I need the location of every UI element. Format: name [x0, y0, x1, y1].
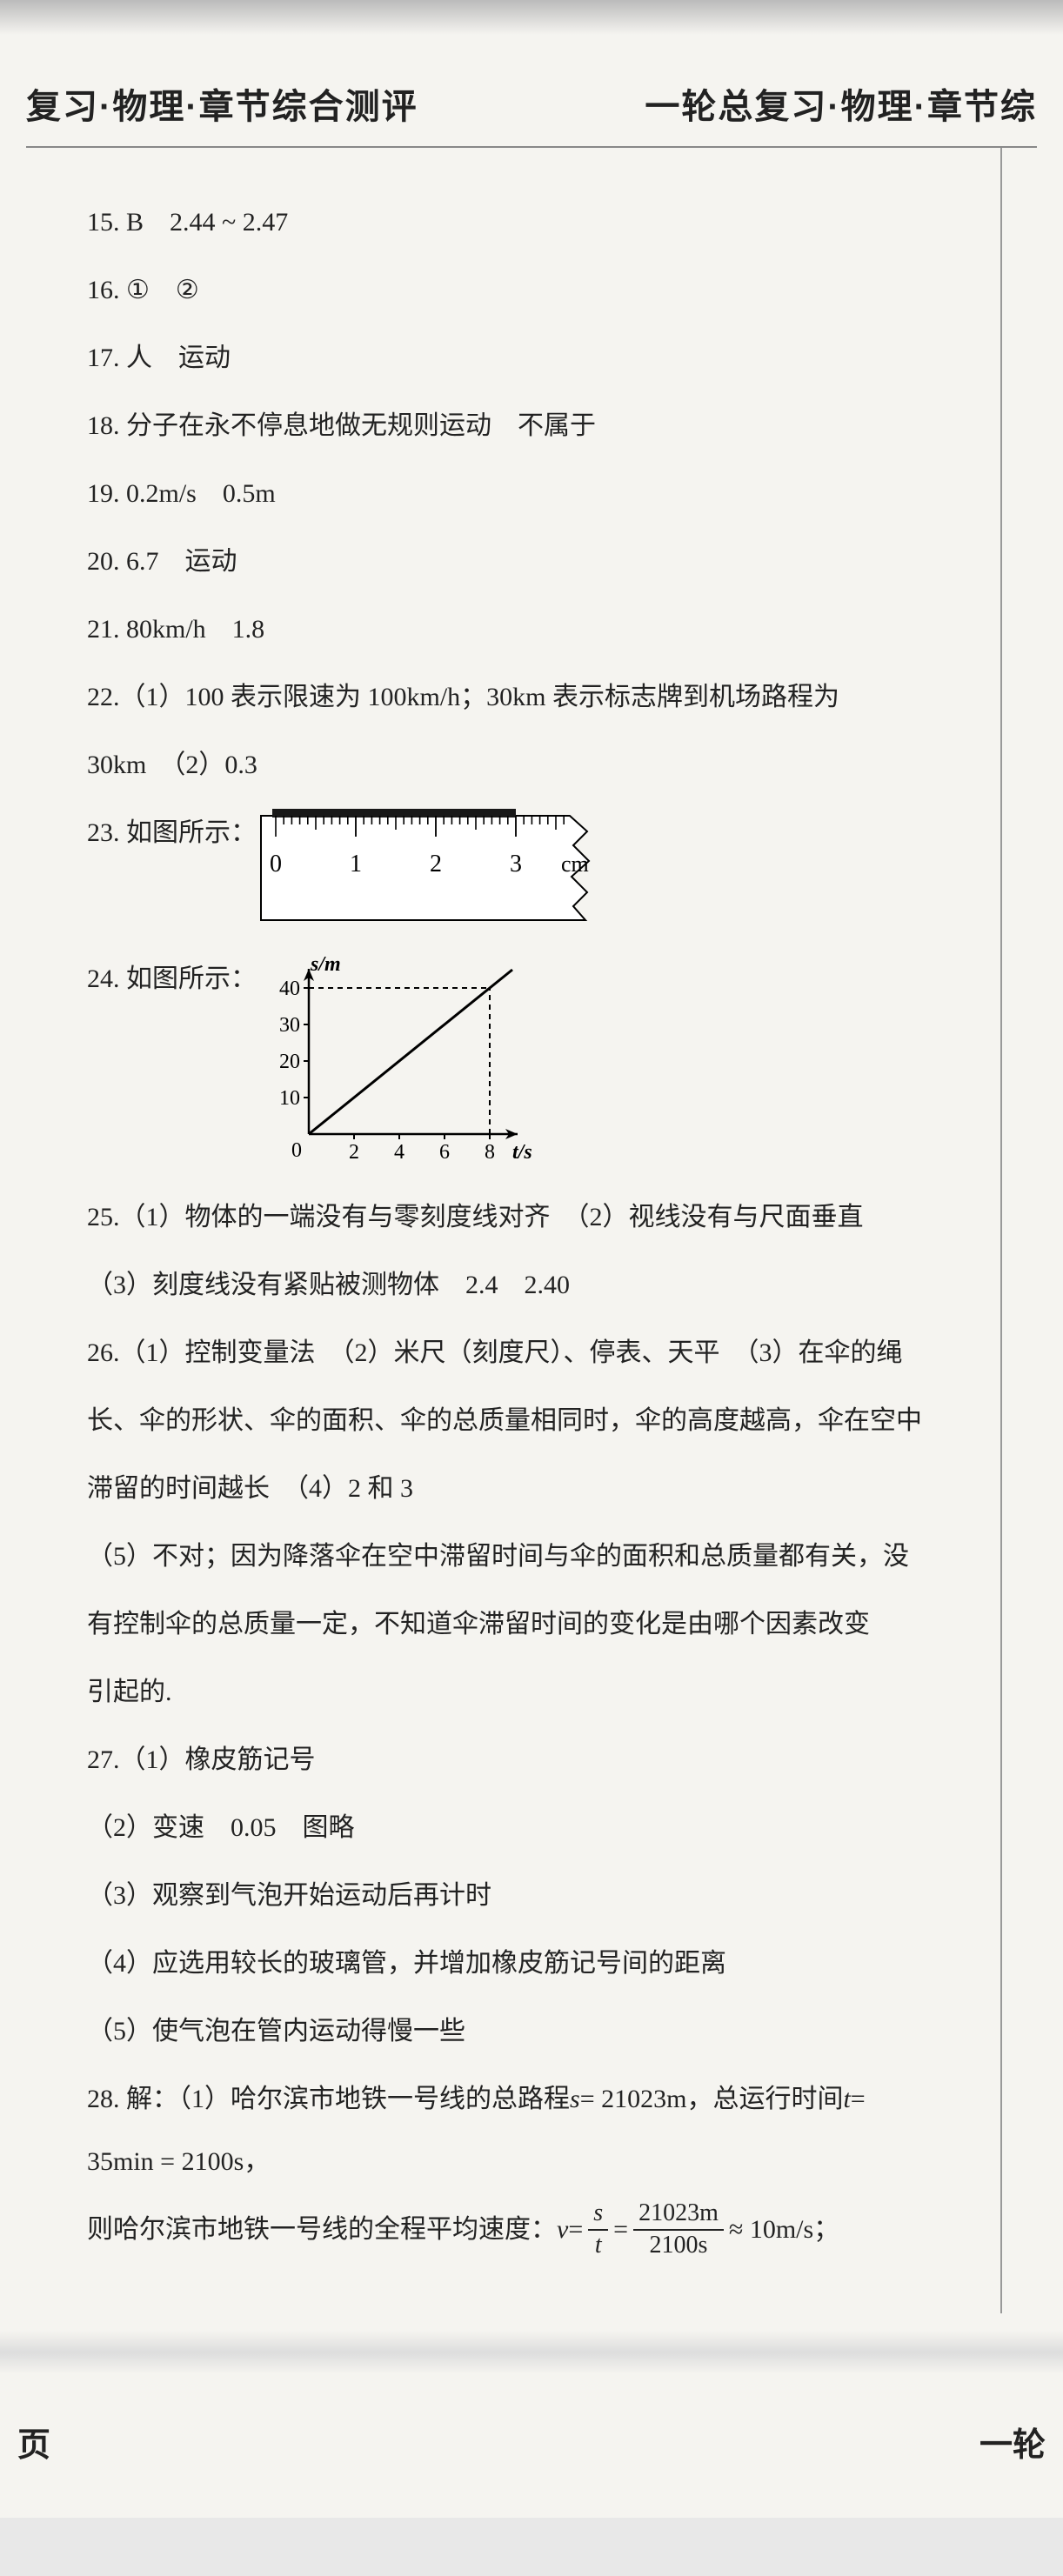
answer-21: 21. 80km/h 1.8: [87, 598, 993, 661]
q28c-frac1: s t: [588, 2200, 608, 2259]
q28c-text-after: ≈ 10m/s；: [729, 2199, 839, 2261]
q28c-frac2: 21023m 2100s: [633, 2200, 724, 2259]
page-header: 复习·物理·章节综合测评 一轮总复习·物理·章节综: [26, 35, 1037, 148]
answer-28-line3: 则哈尔滨市地铁一号线的全程平均速度： v = s t = 21023m 2100…: [87, 2199, 993, 2261]
answer-27-line1: 27.（1）橡皮筋记号: [87, 1729, 993, 1792]
answer-24-label: 24. 如图所示：: [87, 948, 257, 1011]
answer-22-line2: 30km （2）0.3: [87, 734, 993, 797]
answer-18: 18. 分子在永不停息地做无规则运动 不属于: [87, 395, 993, 457]
page: 复习·物理·章节综合测评 一轮总复习·物理·章节综 15. B 2.44 ~ 2…: [0, 0, 1063, 2518]
answer-26-line2: 长、伞的形状、伞的面积、伞的总质量相同时，伞的高度越高，伞在空中: [87, 1390, 993, 1452]
q28a-var-t: t: [843, 2068, 850, 2131]
svg-text:t/s: t/s: [512, 1141, 532, 1164]
svg-text:2: 2: [349, 1141, 359, 1164]
svg-text:1: 1: [350, 851, 362, 878]
separator-gradient: [0, 2331, 1063, 2374]
q28c-text-before: 则哈尔滨市地铁一号线的全程平均速度：: [87, 2199, 557, 2261]
q28c-frac2-den: 2100s: [645, 2231, 713, 2259]
answer-28-line1: 28. 解：（1）哈尔滨市地铁一号线的总路程 s = 21023m，总运行时间 …: [87, 2068, 993, 2131]
svg-text:8: 8: [485, 1141, 495, 1164]
answer-23-row: 23. 如图所示： 0 1 2 3 cm: [87, 802, 993, 939]
answer-15: 15. B 2.44 ~ 2.47: [87, 191, 993, 254]
svg-text:6: 6: [439, 1141, 450, 1164]
answer-26-line6: 引起的.: [87, 1661, 993, 1724]
answer-27-line3: （3）观察到气泡开始运动后再计时: [87, 1865, 993, 1927]
footer-right: 一轮: [979, 2418, 1046, 2466]
svg-text:cm: cm: [561, 851, 589, 877]
q28a-text-after: =: [851, 2068, 866, 2131]
q28c-eq1: =: [568, 2199, 583, 2261]
answer-26-line5: 有控制伞的总质量一定，不知道伞滞留时间的变化是由哪个因素改变: [87, 1593, 993, 1656]
answer-27-line2: （2）变速 0.05 图略: [87, 1797, 993, 1859]
answer-17: 17. 人 运动: [87, 327, 993, 390]
svg-text:2: 2: [430, 851, 442, 878]
q28a-text-before: 28. 解：（1）哈尔滨市地铁一号线的总路程: [87, 2068, 570, 2131]
footer-left: 页: [17, 2418, 50, 2466]
q28c-frac1-num: s: [588, 2200, 608, 2231]
answer-28-line2: 35min = 2100s，: [87, 2131, 993, 2193]
svg-text:0: 0: [270, 851, 282, 878]
q28c-var-v: v: [557, 2199, 568, 2261]
q28a-var-s: s: [570, 2068, 580, 2131]
q28c-frac1-den: t: [590, 2231, 607, 2259]
content-area: 15. B 2.44 ~ 2.47 16. ① ② 17. 人 运动 18. 分…: [0, 148, 1063, 2313]
header-right-title: 一轮总复习·物理·章节综: [645, 78, 1037, 129]
answer-20: 20. 6.7 运动: [87, 531, 993, 593]
answer-26-line1: 26.（1）控制变量法 （2）米尺（刻度尺）、停表、天平 （3）在伞的绳: [87, 1322, 993, 1385]
top-gradient: [0, 0, 1063, 35]
answer-26-line3: 滞留的时间越长 （4）2 和 3: [87, 1458, 993, 1520]
q28a-text-mid: = 21023m，总运行时间: [580, 2068, 844, 2131]
answer-25-line2: （3）刻度线没有紧贴被测物体 2.4 2.40: [87, 1254, 993, 1317]
page-footer: 页 一轮: [0, 2392, 1063, 2518]
st-chart-figure: 10 20 30 40 2 4 6 8 0 s/m t/s: [257, 951, 552, 1178]
svg-text:30: 30: [279, 1014, 300, 1037]
svg-text:s/m: s/m: [310, 953, 341, 976]
right-border: [1000, 148, 1002, 2313]
answer-23-label: 23. 如图所示：: [87, 802, 257, 864]
answer-19: 19. 0.2m/s 0.5m: [87, 463, 993, 525]
answer-24-row: 24. 如图所示： 10 20 30 40 2 4 6 8 0 s/m t/s: [87, 948, 993, 1178]
answer-22-line1: 22.（1）100 表示限速为 100km/h；30km 表示标志牌到机场路程为: [87, 666, 993, 729]
q28c-eq2: =: [613, 2199, 628, 2261]
header-left-title: 复习·物理·章节综合测评: [26, 78, 418, 129]
answer-27-line5: （5）使气泡在管内运动得慢一些: [87, 2000, 993, 2063]
svg-text:4: 4: [394, 1141, 404, 1164]
answer-26-line4: （5）不对；因为降落伞在空中滞留时间与伞的面积和总质量都有关，没: [87, 1525, 993, 1588]
svg-text:10: 10: [279, 1087, 300, 1110]
answer-16: 16. ① ②: [87, 259, 993, 322]
q28c-frac2-num: 21023m: [633, 2200, 724, 2231]
answer-27-line4: （4）应选用较长的玻璃管，并增加橡皮筋记号间的距离: [87, 1932, 993, 1995]
svg-text:3: 3: [510, 851, 522, 878]
svg-text:20: 20: [279, 1051, 300, 1073]
svg-text:0: 0: [291, 1139, 302, 1162]
answer-25-line1: 25.（1）物体的一端没有与零刻度线对齐 （2）视线没有与尺面垂直: [87, 1186, 993, 1249]
ruler-figure: 0 1 2 3 cm: [257, 809, 622, 939]
svg-text:40: 40: [279, 978, 300, 1000]
